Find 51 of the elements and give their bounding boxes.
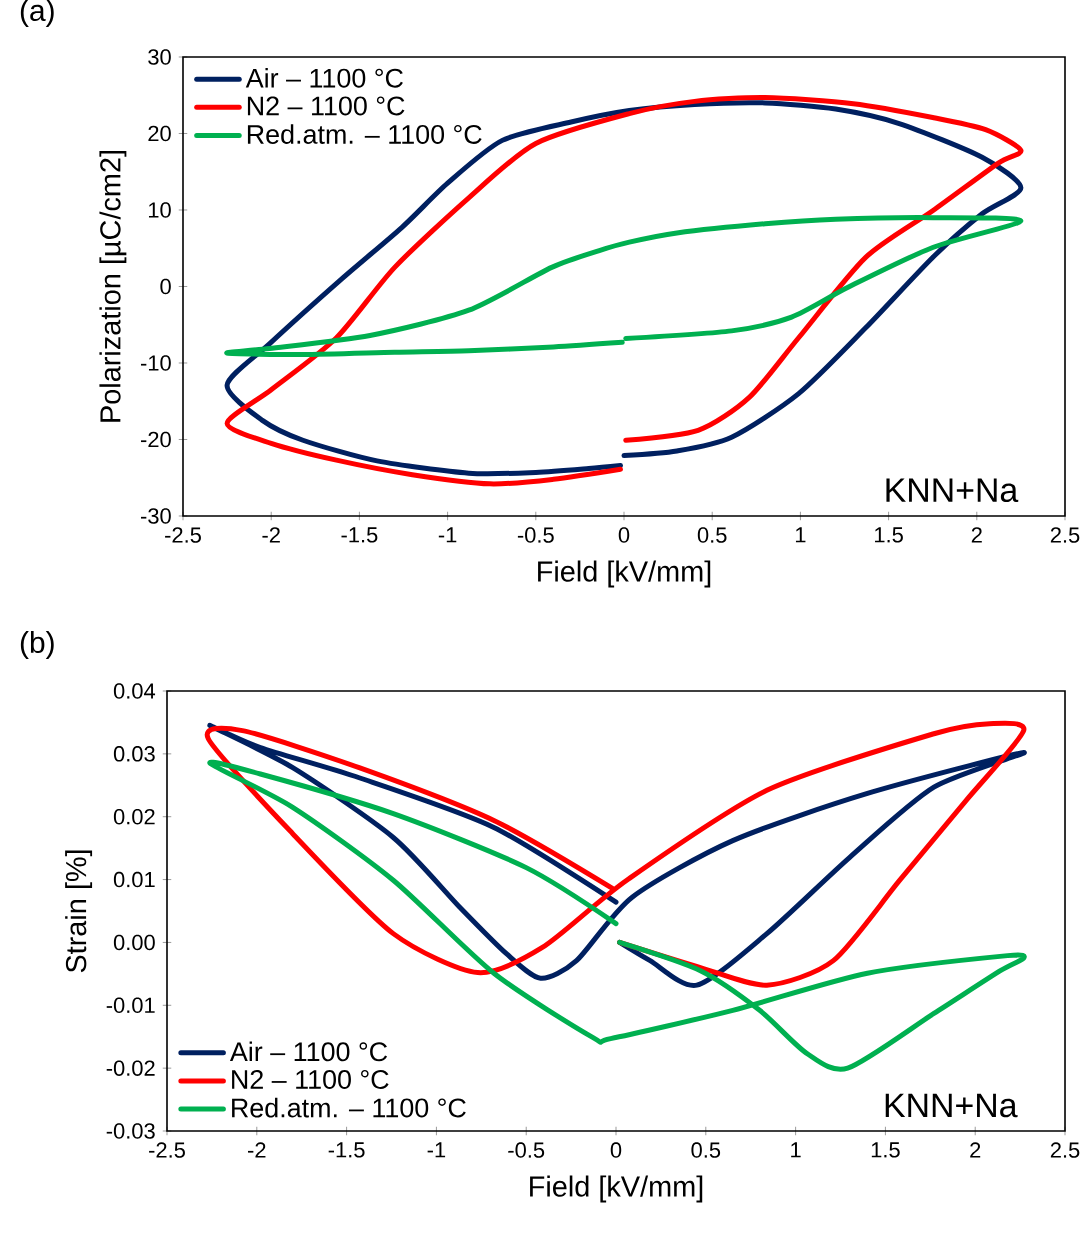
x-tick-label: 1 xyxy=(795,527,806,543)
x-tick-label: 2 xyxy=(971,527,982,543)
y-tick-label: 0.03 xyxy=(113,746,155,762)
x-tick-label: 0.5 xyxy=(691,1142,721,1158)
legend-label: Air – 1100 °C xyxy=(245,67,403,88)
y-tick-label: -0.03 xyxy=(106,1123,155,1139)
x-tick-label: -0.5 xyxy=(517,527,554,543)
y-tick-label: 0.04 xyxy=(113,683,156,699)
y-tick-label: -10 xyxy=(141,355,171,371)
legend-label: N2 – 1100 °C xyxy=(232,1070,389,1090)
x-tick-label: -1 xyxy=(427,1142,446,1158)
x-tick-label: 1.5 xyxy=(871,1142,900,1158)
y-tick-label: 0 xyxy=(160,278,171,295)
x-axis-title: Field [kV/mm] xyxy=(538,560,711,588)
y-tick-label: 30 xyxy=(148,49,171,65)
x-tick-label: -2 xyxy=(262,527,280,543)
x-tick-label: -1.5 xyxy=(341,527,378,543)
y-tick-label: 0.01 xyxy=(113,871,155,888)
x-tick-label: -1.5 xyxy=(328,1142,365,1158)
chart-title: (a) xyxy=(20,0,54,27)
x-tick-label: 0 xyxy=(610,1142,622,1158)
y-tick-label: 0.02 xyxy=(113,808,155,825)
legend-label: Red.atm. – 1100 °C xyxy=(247,124,482,144)
x-tick-label: -1 xyxy=(438,527,457,543)
annotation: KNN+Na xyxy=(885,1093,1018,1118)
y-tick-label: -30 xyxy=(141,508,171,524)
x-tick-label: 2.5 xyxy=(1050,527,1080,543)
annotation: KNN+Na xyxy=(886,478,1019,503)
y-tick-label: 10 xyxy=(148,202,171,218)
y-tick-label: -0.01 xyxy=(106,997,155,1014)
legend-label: Red.atm. – 1100 °C xyxy=(232,1097,466,1118)
x-tick-label: -0.5 xyxy=(508,1142,545,1158)
x-tick-label: 1.5 xyxy=(875,527,903,543)
x-axis-title: Field [kV/mm] xyxy=(530,1175,703,1203)
legend-label: Air – 1100 °C xyxy=(229,1041,388,1062)
x-tick-label: 0.5 xyxy=(697,527,727,543)
x-tick-label: 2.5 xyxy=(1050,1142,1080,1158)
chart-title: (b) xyxy=(20,631,54,659)
y-tick-label: 0.00 xyxy=(113,934,155,951)
y-tick-label: -0.02 xyxy=(106,1060,155,1076)
x-tick-label: -2 xyxy=(248,1142,266,1158)
y-tick-label: -20 xyxy=(141,431,171,448)
x-tick-label: 2 xyxy=(970,1142,981,1158)
y-tick-label: 20 xyxy=(148,125,171,142)
y-axis-title: Strain [%] xyxy=(65,850,93,973)
x-tick-label: 0 xyxy=(618,527,630,543)
x-tick-label: -2.5 xyxy=(165,527,201,543)
legend-label: N2 – 1100 °C xyxy=(247,96,405,116)
x-tick-label: 1 xyxy=(791,1142,801,1158)
y-axis-title: Polarization [µC/cm2] xyxy=(99,151,127,422)
x-tick-label: -2.5 xyxy=(149,1142,185,1158)
